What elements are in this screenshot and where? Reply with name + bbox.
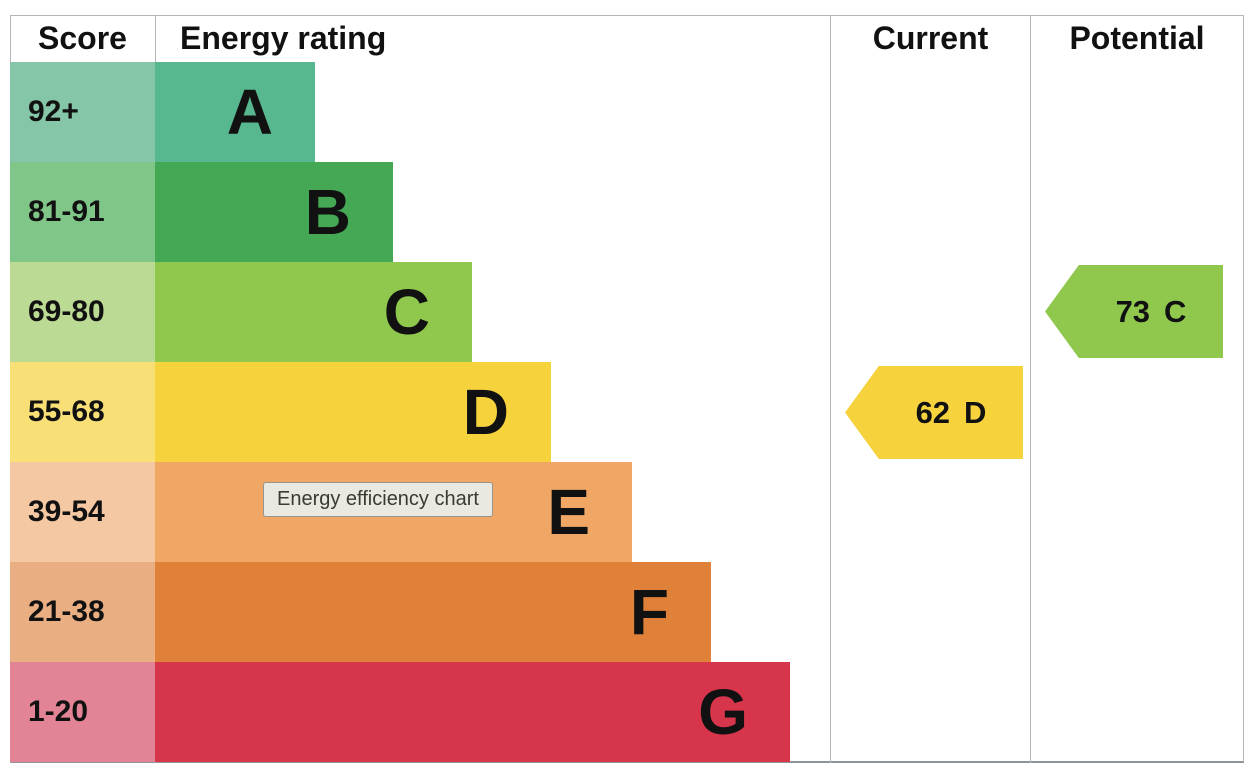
band-letter: G [698, 676, 748, 748]
band-bar: A [155, 62, 315, 162]
band-bar: D [155, 362, 551, 462]
band-letter: F [629, 576, 669, 648]
current-rating-value: 62 [915, 394, 951, 430]
band-row-g: 1-20 G [10, 662, 1244, 762]
band-row-e: 39-54 E [10, 462, 1244, 562]
band-score-label: 1-20 [28, 695, 89, 728]
band-score-cell: 69-80 [10, 262, 155, 362]
band-row-f: 21-38 F [10, 562, 1244, 662]
band-bar: F [155, 562, 711, 662]
header-potential: Potential [1069, 20, 1205, 56]
hover-tooltip: Energy efficiency chart [263, 482, 493, 517]
band-letter: B [304, 176, 351, 248]
band-letter: D [462, 376, 509, 448]
band-score-label: 21-38 [28, 595, 105, 628]
band-score-cell: 1-20 [10, 662, 155, 762]
band-score-label: 55-68 [28, 395, 105, 428]
band-score-label: 92+ [28, 95, 79, 128]
band-bar: G [155, 662, 790, 762]
band-row-a: 92+ A [10, 62, 1244, 162]
band-row-b: 81-91 B [10, 162, 1244, 262]
potential-rating-arrow: 73 C [1045, 265, 1223, 358]
band-score-cell: 39-54 [10, 462, 155, 562]
band-row-d: 55-68 D [10, 362, 1244, 462]
band-score-cell: 92+ [10, 62, 155, 162]
header-current: Current [872, 20, 989, 56]
band-letter: E [547, 476, 590, 548]
potential-rating-value: 73 [1115, 293, 1151, 329]
band-bar: C [155, 262, 472, 362]
header-energy-rating: Energy rating [180, 20, 387, 56]
band-row-c: 69-80 C [10, 262, 1244, 362]
band-score-label: 81-91 [28, 195, 105, 228]
band-score-cell: 81-91 [10, 162, 155, 262]
band-letter: A [226, 76, 273, 148]
band-bar: B [155, 162, 393, 262]
current-rating-letter: D [964, 394, 987, 430]
band-score-label: 39-54 [28, 495, 105, 528]
current-rating-arrow: 62 D [845, 366, 1023, 459]
band-score-label: 69-80 [28, 295, 105, 328]
column-divider-potential [1030, 15, 1031, 763]
potential-rating-letter: C [1164, 293, 1187, 329]
column-divider-current [830, 15, 831, 763]
band-letter: C [383, 276, 430, 348]
band-score-cell: 55-68 [10, 362, 155, 462]
header-score: Score [38, 20, 127, 56]
band-score-cell: 21-38 [10, 562, 155, 662]
